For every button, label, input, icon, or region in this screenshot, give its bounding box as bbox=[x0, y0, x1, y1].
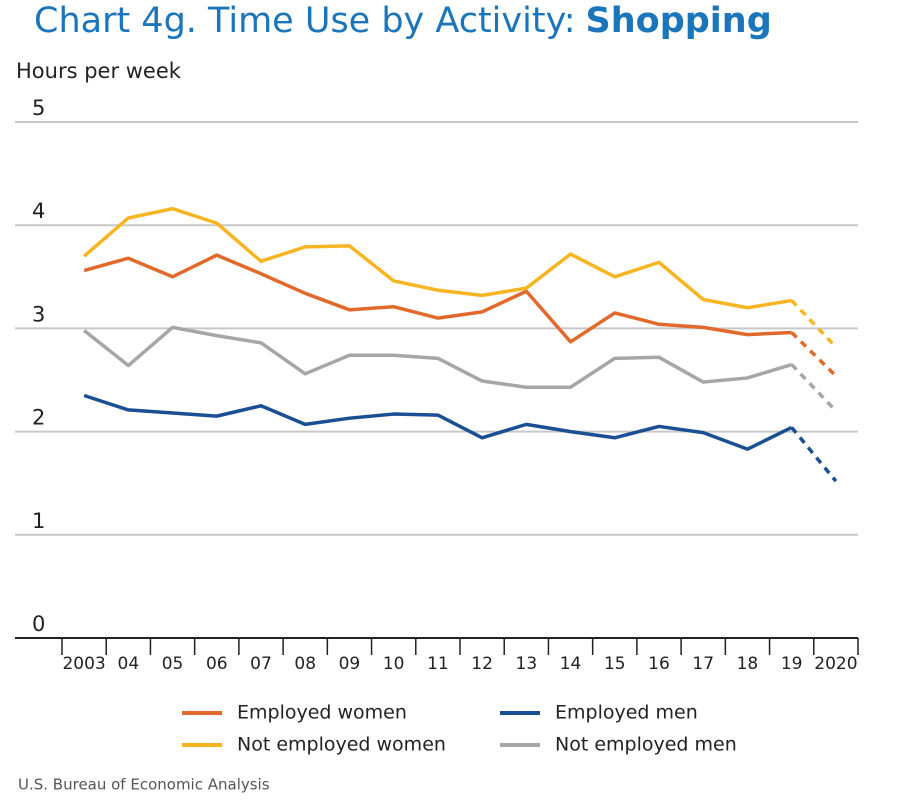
x-tick-label: 12 bbox=[471, 654, 493, 674]
y-tick-label: 4 bbox=[32, 199, 45, 223]
chart-title: Chart 4g. Time Use by Activity: Shopping bbox=[34, 1, 772, 41]
title-emphasis: Shopping bbox=[586, 1, 772, 41]
x-tick-label: 15 bbox=[604, 654, 626, 674]
series-line bbox=[83, 393, 793, 451]
legend-label: Not employed men bbox=[555, 734, 737, 756]
x-tick-label: 05 bbox=[162, 654, 184, 674]
source: U.S. Bureau of Economic Analysis bbox=[18, 776, 270, 794]
legend-label: Not employed women bbox=[237, 734, 446, 756]
x-tick-label: 06 bbox=[206, 654, 228, 674]
series-line-projected bbox=[790, 363, 838, 413]
legend-label: Employed women bbox=[237, 702, 407, 724]
y-tick-label: 0 bbox=[32, 612, 45, 636]
x-tick-label: 18 bbox=[737, 654, 759, 674]
x-tick-label: 07 bbox=[250, 654, 272, 674]
series-line-projected bbox=[790, 331, 838, 378]
series-line bbox=[83, 253, 792, 344]
x-tick-label: 14 bbox=[560, 654, 582, 674]
x-tick-label: 17 bbox=[692, 654, 714, 674]
series-line bbox=[83, 325, 793, 389]
x-tick-label: 11 bbox=[427, 654, 449, 674]
x-tick-label: 08 bbox=[294, 654, 316, 674]
legend-label: Employed men bbox=[555, 702, 698, 724]
x-tick-label: 16 bbox=[648, 654, 670, 674]
x-tick-label: 19 bbox=[781, 654, 803, 674]
x-tick-label: 2003 bbox=[62, 654, 105, 674]
series-line-projected bbox=[790, 426, 838, 483]
y-axis-label: Hours per week bbox=[16, 59, 182, 83]
y-tick-label: 1 bbox=[32, 509, 45, 533]
series-line bbox=[82, 206, 792, 310]
y-tick-label: 2 bbox=[32, 406, 45, 430]
series-line-projected bbox=[790, 299, 838, 349]
x-tick-label: 10 bbox=[383, 654, 405, 674]
x-tick-label: 2020 bbox=[814, 654, 857, 674]
title-main: Chart 4g. Time Use by Activity: bbox=[34, 1, 576, 41]
x-tick-label: 04 bbox=[118, 654, 140, 674]
x-tick-label: 13 bbox=[516, 654, 538, 674]
y-tick-label: 3 bbox=[32, 302, 45, 326]
x-tick-label: 09 bbox=[339, 654, 361, 674]
y-tick-label: 5 bbox=[32, 96, 45, 120]
